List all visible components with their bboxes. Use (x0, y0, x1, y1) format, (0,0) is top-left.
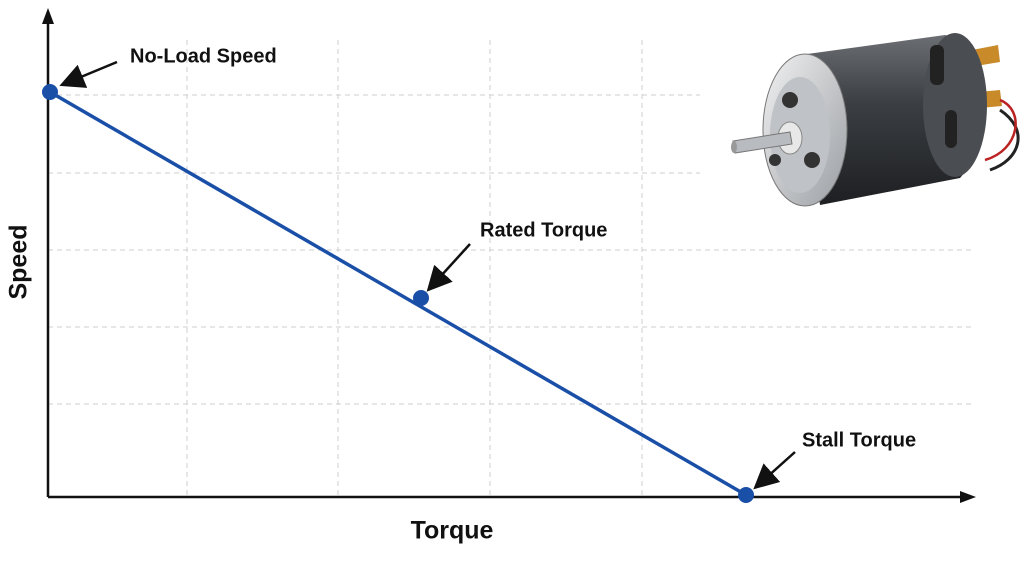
annotation: Rated Torque (480, 219, 607, 241)
x-axis-label: Torque (411, 517, 494, 545)
arrow (426, 243, 471, 292)
arrow (753, 451, 796, 490)
motor-illustration (731, 33, 1020, 207)
stall-point (738, 487, 754, 503)
speed-torque-line (49, 90, 747, 497)
no-load-point (42, 84, 58, 100)
y-axis-label: Speed (5, 224, 33, 299)
grid (48, 40, 975, 497)
y-axis-arrow (42, 8, 54, 24)
x-axis-arrow (960, 491, 976, 503)
rated-point (413, 290, 429, 306)
annotation: No-Load Speed (130, 45, 277, 67)
arrow (59, 60, 118, 88)
annotation: Stall Torque (802, 429, 916, 451)
